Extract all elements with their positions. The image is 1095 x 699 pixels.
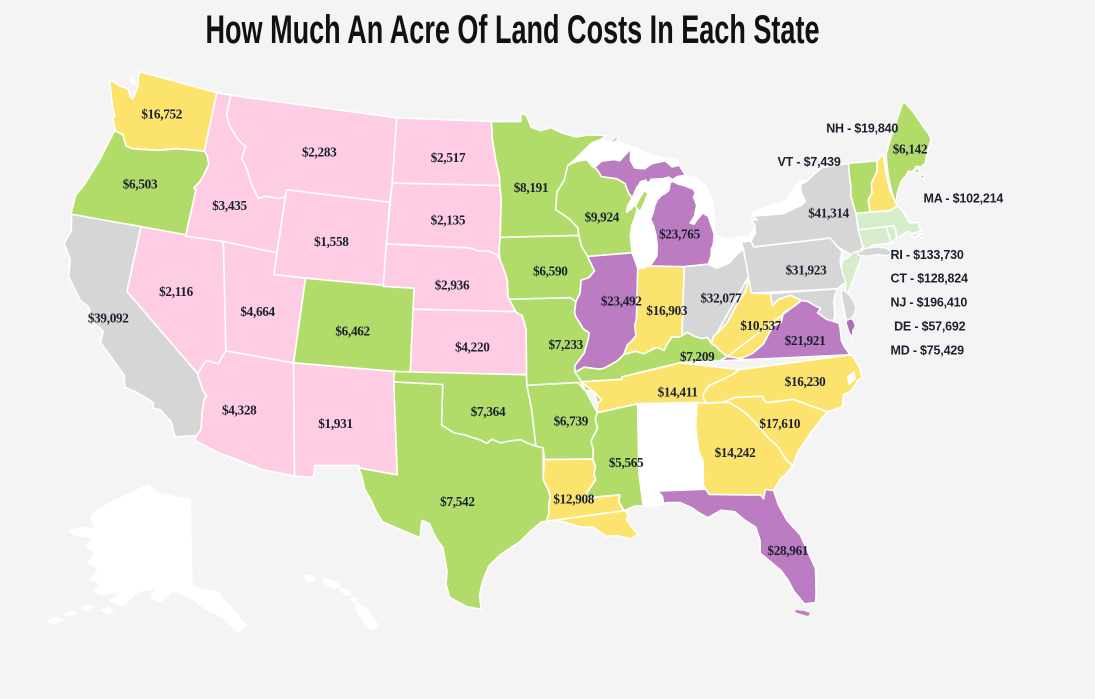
svg-text:$41,314: $41,314 (808, 206, 849, 221)
svg-text:$9,924: $9,924 (585, 209, 620, 224)
svg-text:$7,233: $7,233 (548, 337, 583, 352)
svg-text:$1,931: $1,931 (318, 416, 352, 431)
svg-text:$28,961: $28,961 (767, 543, 808, 558)
svg-text:$39,092: $39,092 (88, 311, 129, 326)
svg-text:$31,923: $31,923 (786, 262, 827, 277)
svg-text:$32,077: $32,077 (701, 291, 742, 306)
svg-text:$6,739: $6,739 (554, 414, 589, 429)
svg-text:$4,220: $4,220 (455, 340, 490, 355)
svg-text:$6,590: $6,590 (533, 264, 568, 279)
svg-text:$17,610: $17,610 (759, 416, 800, 431)
svg-text:$6,462: $6,462 (335, 323, 370, 338)
svg-text:$5,565: $5,565 (609, 455, 644, 470)
svg-text:$2,116: $2,116 (159, 284, 193, 299)
svg-text:$23,492: $23,492 (601, 293, 642, 308)
svg-text:$3,435: $3,435 (212, 198, 247, 213)
svg-text:$6,142: $6,142 (893, 141, 928, 156)
svg-text:$12,908: $12,908 (553, 492, 594, 507)
svg-text:$14,411: $14,411 (658, 385, 698, 400)
svg-text:$7,209: $7,209 (680, 349, 715, 364)
svg-text:$2,517: $2,517 (431, 150, 466, 165)
svg-text:NH - $19,840: NH - $19,840 (826, 121, 898, 135)
svg-text:$7,542: $7,542 (440, 494, 475, 509)
svg-text:NJ - $196,410: NJ - $196,410 (891, 296, 968, 310)
svg-text:$16,752: $16,752 (141, 106, 182, 121)
svg-text:MA - $102,214: MA - $102,214 (924, 192, 1004, 206)
svg-text:DE - $57,692: DE - $57,692 (894, 319, 966, 333)
svg-text:$21,921: $21,921 (785, 333, 826, 348)
svg-text:$8,191: $8,191 (514, 180, 548, 195)
svg-text:$2,135: $2,135 (431, 212, 466, 227)
svg-text:CT - $128,824: CT - $128,824 (891, 272, 969, 286)
svg-text:$2,283: $2,283 (302, 144, 337, 159)
svg-text:$10,537: $10,537 (740, 318, 781, 333)
svg-text:$4,328: $4,328 (222, 403, 257, 418)
svg-text:$1,558: $1,558 (314, 234, 349, 249)
svg-text:$14,242: $14,242 (715, 445, 756, 460)
svg-text:$16,230: $16,230 (785, 374, 826, 389)
svg-text:VT - $7,439: VT - $7,439 (778, 155, 841, 169)
svg-text:MD - $75,429: MD - $75,429 (891, 344, 965, 358)
svg-text:$6,503: $6,503 (123, 177, 158, 192)
svg-text:$2,936: $2,936 (435, 277, 470, 292)
svg-text:$7,364: $7,364 (471, 404, 506, 419)
svg-text:$16,903: $16,903 (646, 303, 687, 318)
svg-text:RI - $133,730: RI - $133,730 (891, 248, 964, 262)
svg-text:$23,765: $23,765 (659, 227, 700, 242)
svg-text:$4,664: $4,664 (240, 304, 275, 319)
